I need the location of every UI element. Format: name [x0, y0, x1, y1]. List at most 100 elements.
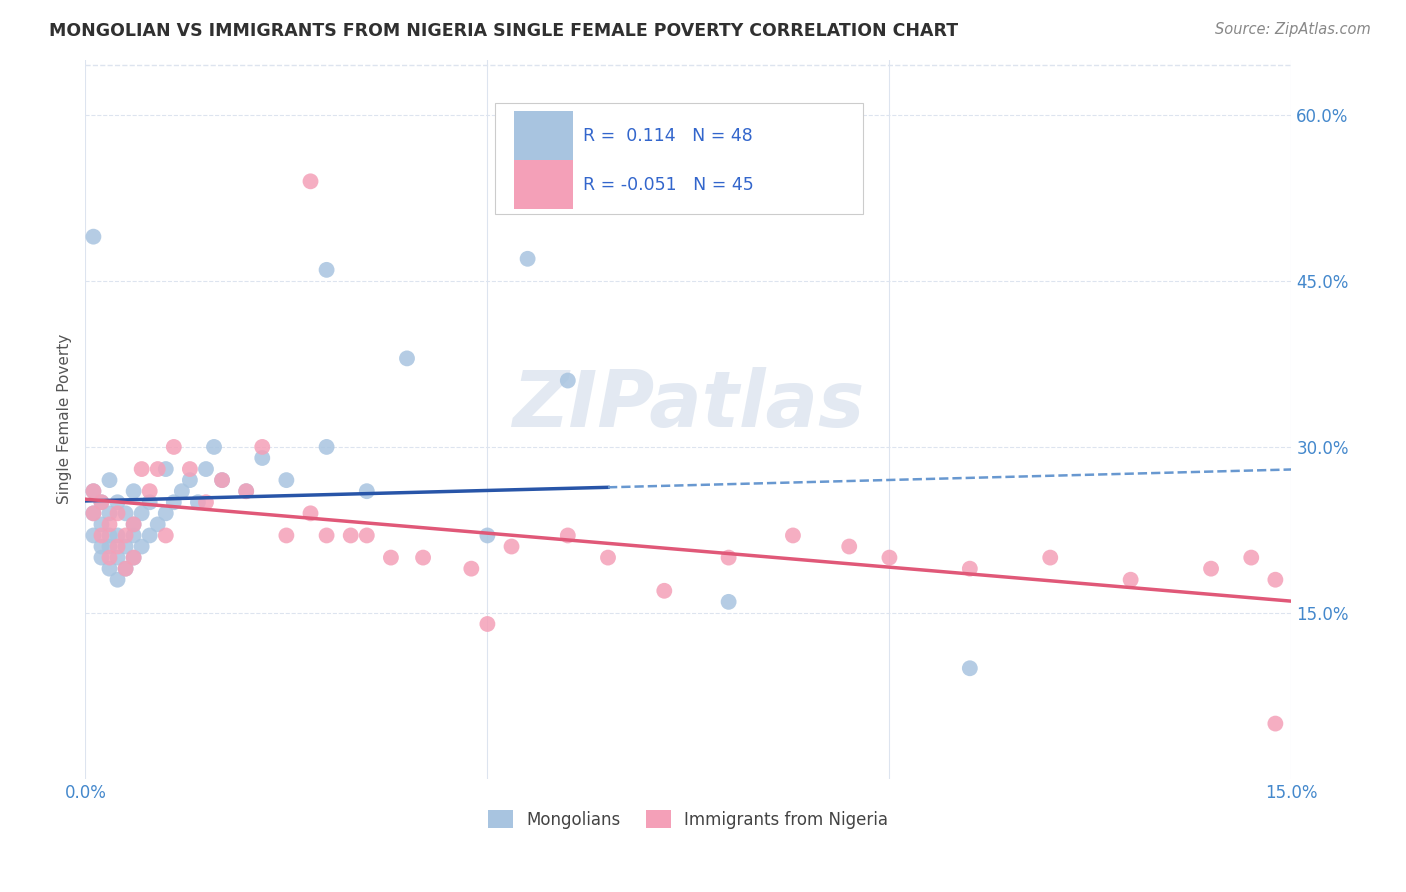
Text: ZIPatlas: ZIPatlas: [512, 367, 865, 442]
Point: [122, 528, 145, 542]
Point: [782, 528, 804, 542]
Point: [90, 495, 112, 509]
Point: [195, 462, 218, 476]
Point: [155, 462, 177, 476]
Point: [122, 517, 145, 532]
Point: [187, 495, 209, 509]
Point: [211, 473, 233, 487]
Point: [1039, 550, 1062, 565]
Point: [516, 252, 538, 266]
Point: [82, 506, 104, 520]
Point: [501, 540, 523, 554]
Point: [82, 528, 104, 542]
Point: [395, 351, 418, 366]
Point: [122, 484, 145, 499]
Point: [138, 495, 160, 509]
Point: [477, 528, 499, 542]
Point: [460, 562, 482, 576]
Point: [959, 562, 981, 576]
Point: [195, 495, 218, 509]
Text: R =  0.114   N = 48: R = 0.114 N = 48: [583, 127, 754, 145]
Legend: Mongolians, Immigrants from Nigeria: Mongolians, Immigrants from Nigeria: [482, 804, 896, 835]
Text: MONGOLIAN VS IMMIGRANTS FROM NIGERIA SINGLE FEMALE POVERTY CORRELATION CHART: MONGOLIAN VS IMMIGRANTS FROM NIGERIA SIN…: [49, 22, 959, 40]
Point: [163, 440, 186, 454]
FancyBboxPatch shape: [495, 103, 863, 214]
Point: [717, 550, 740, 565]
Point: [1240, 550, 1263, 565]
Point: [114, 528, 136, 542]
Point: [179, 462, 201, 476]
Point: [1199, 562, 1222, 576]
Point: [146, 517, 169, 532]
Point: [879, 550, 901, 565]
Point: [235, 484, 257, 499]
Point: [114, 562, 136, 576]
Point: [138, 528, 160, 542]
Point: [90, 528, 112, 542]
Point: [114, 562, 136, 576]
Point: [98, 473, 121, 487]
Point: [276, 473, 298, 487]
Point: [315, 440, 337, 454]
Point: [235, 484, 257, 499]
Point: [82, 484, 104, 499]
Point: [107, 495, 129, 509]
Point: [252, 440, 274, 454]
Point: [299, 174, 322, 188]
Point: [959, 661, 981, 675]
Point: [717, 595, 740, 609]
Point: [114, 540, 136, 554]
Point: [107, 550, 129, 565]
Point: [838, 540, 860, 554]
Point: [131, 540, 153, 554]
Point: [179, 473, 201, 487]
Point: [82, 484, 104, 499]
Point: [315, 528, 337, 542]
Point: [155, 506, 177, 520]
Point: [90, 540, 112, 554]
Point: [98, 550, 121, 565]
Point: [596, 550, 619, 565]
Point: [131, 506, 153, 520]
Point: [98, 528, 121, 542]
Point: [107, 506, 129, 520]
Text: R = -0.051   N = 45: R = -0.051 N = 45: [583, 176, 754, 194]
Point: [170, 484, 193, 499]
Y-axis label: Single Female Poverty: Single Female Poverty: [58, 334, 72, 504]
Point: [146, 462, 169, 476]
Point: [557, 528, 579, 542]
FancyBboxPatch shape: [513, 160, 572, 210]
Point: [90, 517, 112, 532]
Point: [356, 484, 378, 499]
Point: [82, 229, 104, 244]
Point: [1119, 573, 1142, 587]
Point: [107, 528, 129, 542]
Point: [299, 506, 322, 520]
Point: [114, 506, 136, 520]
Point: [98, 540, 121, 554]
Point: [276, 528, 298, 542]
Point: [412, 550, 434, 565]
Text: Source: ZipAtlas.com: Source: ZipAtlas.com: [1215, 22, 1371, 37]
Point: [339, 528, 361, 542]
Point: [380, 550, 402, 565]
Point: [122, 517, 145, 532]
Point: [82, 506, 104, 520]
Point: [155, 528, 177, 542]
Point: [356, 528, 378, 542]
Point: [98, 517, 121, 532]
Point: [122, 550, 145, 565]
Point: [90, 550, 112, 565]
Point: [163, 495, 186, 509]
Point: [1264, 573, 1286, 587]
Point: [315, 263, 337, 277]
Point: [90, 495, 112, 509]
Point: [652, 583, 675, 598]
Point: [107, 573, 129, 587]
Point: [211, 473, 233, 487]
Point: [107, 540, 129, 554]
Point: [98, 562, 121, 576]
Point: [252, 450, 274, 465]
Point: [138, 484, 160, 499]
FancyBboxPatch shape: [513, 111, 572, 161]
